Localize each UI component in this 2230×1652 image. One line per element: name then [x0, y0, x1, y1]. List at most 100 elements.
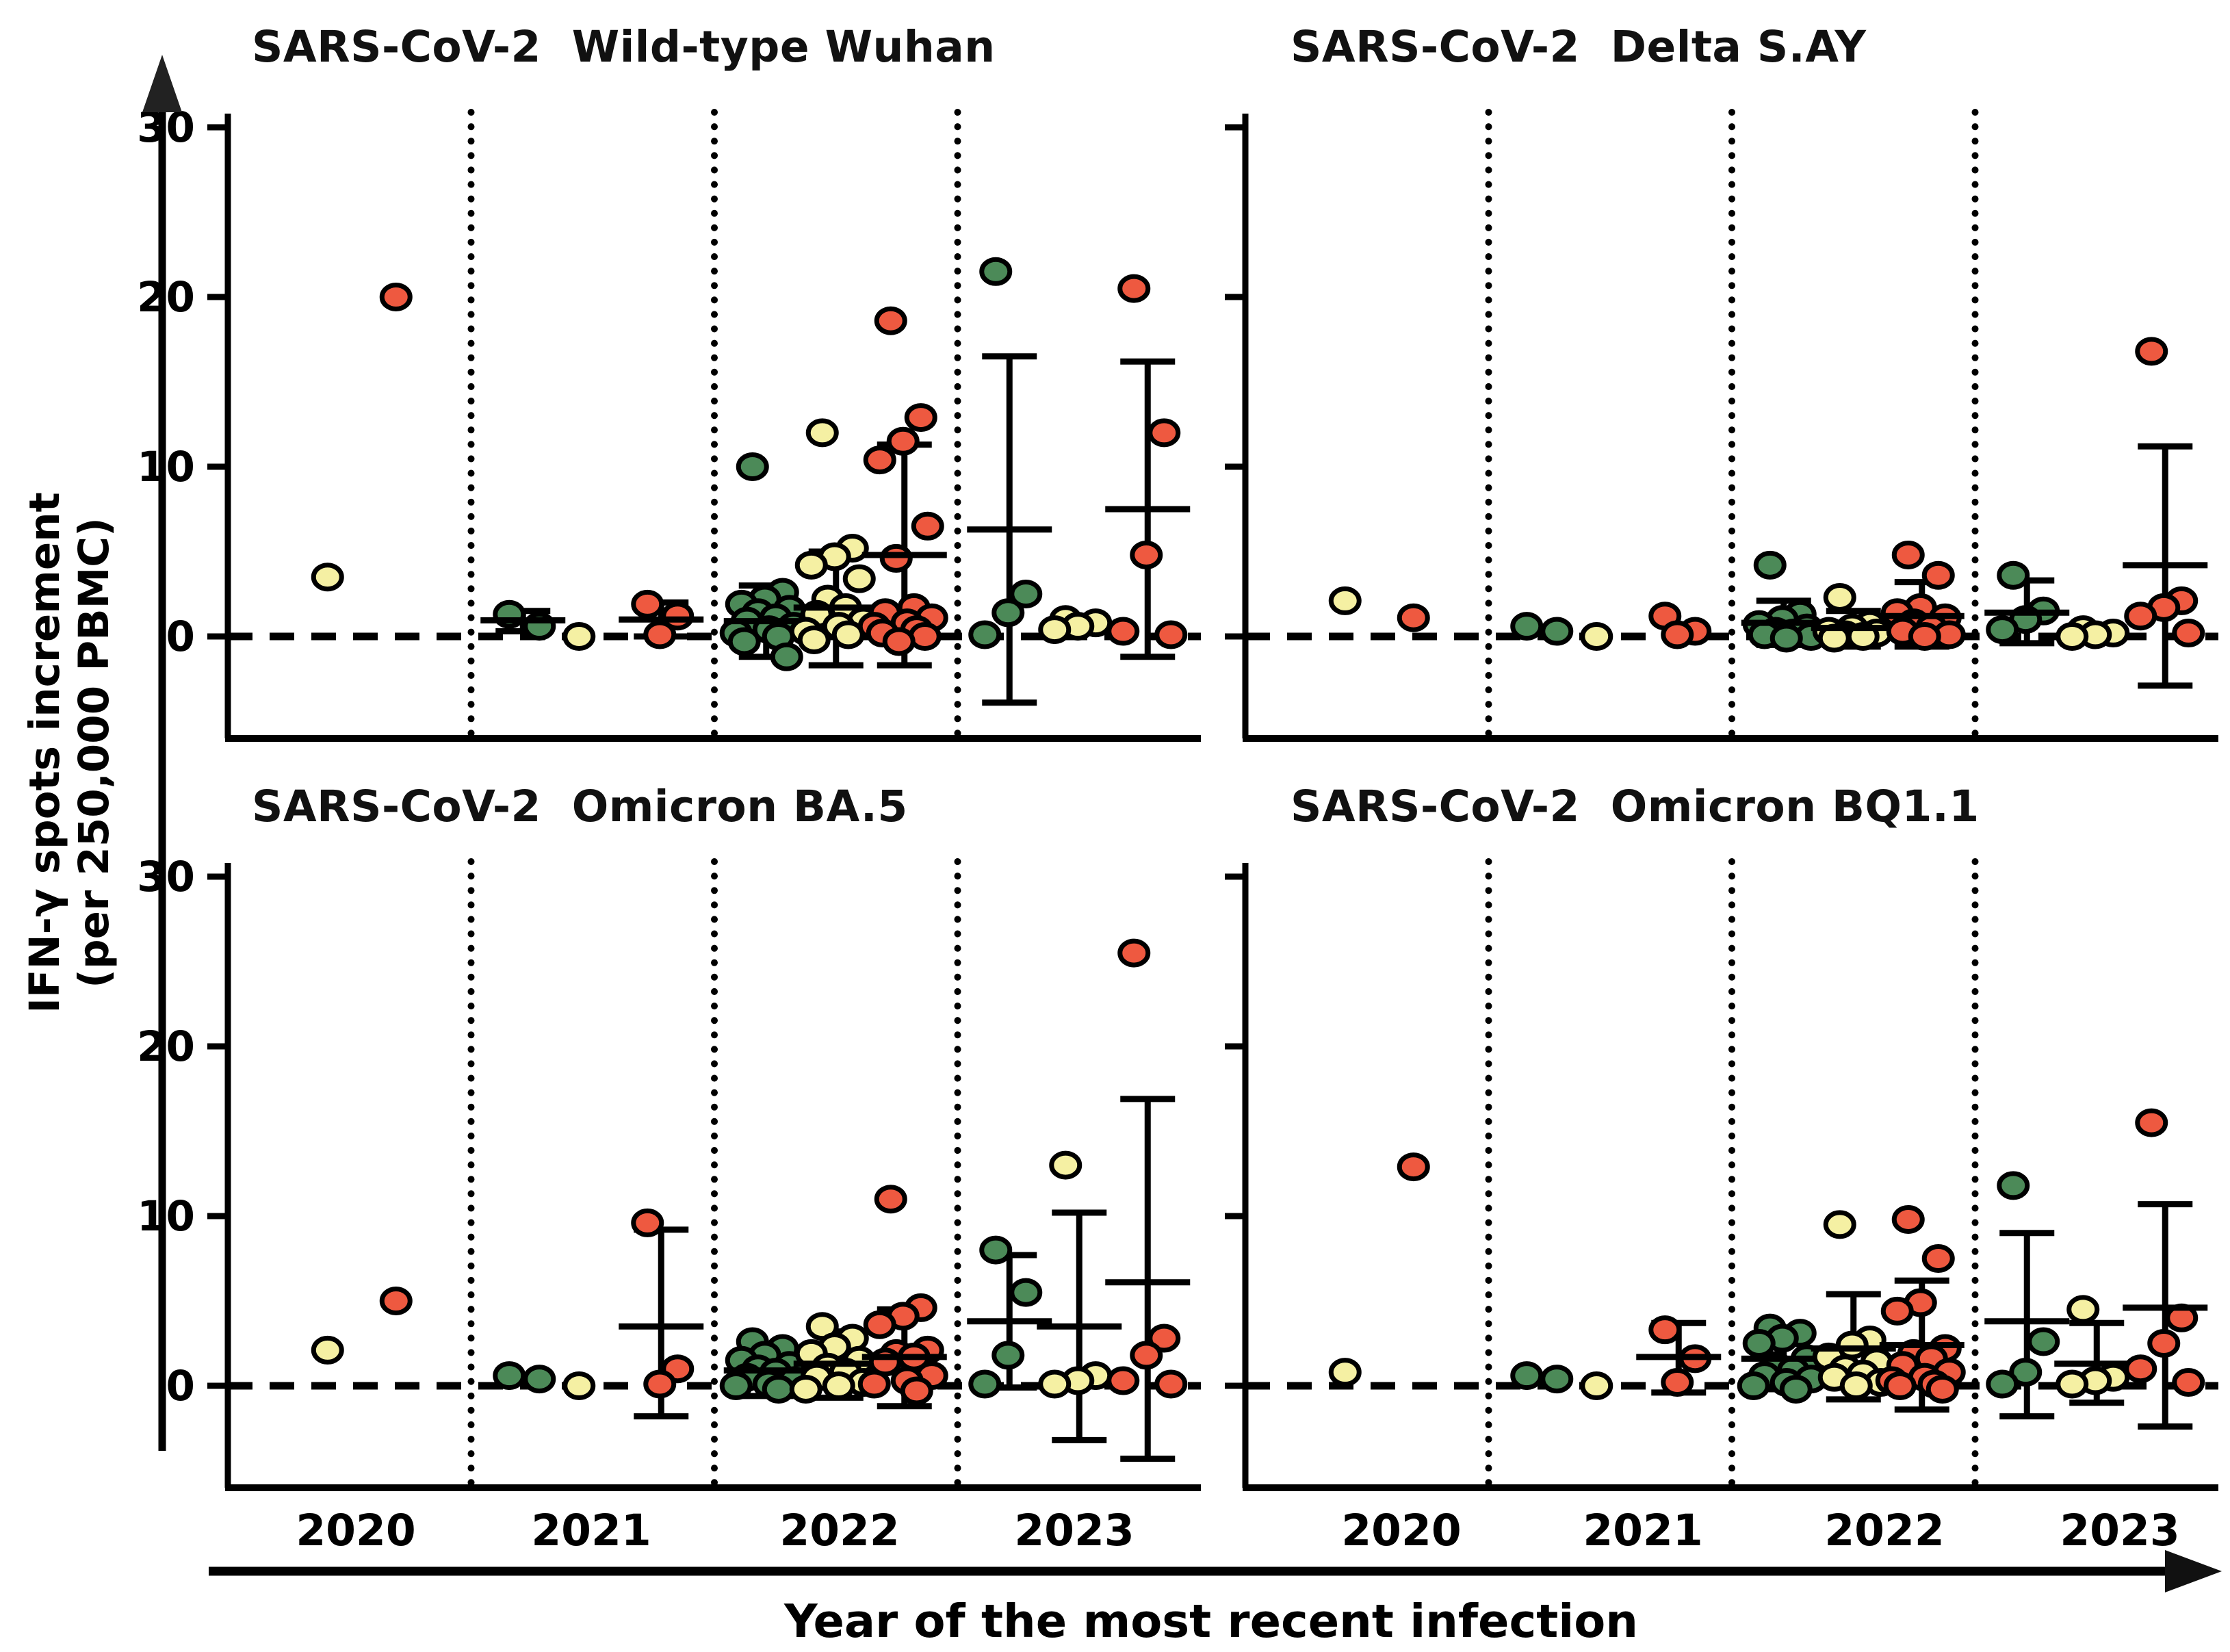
data-point [1921, 560, 1955, 590]
data-point [379, 1287, 413, 1315]
x-year-label: 2021 [531, 1506, 651, 1556]
data-point [1328, 586, 1362, 615]
data-point [979, 1235, 1013, 1265]
panel-title-delta: SARS-CoV-2 Delta S.AY [1291, 22, 1867, 72]
data-point [493, 1361, 526, 1391]
data-point [1986, 1369, 2019, 1399]
data-point [968, 620, 1002, 649]
data-point [1106, 617, 1140, 646]
x-year-label: 2022 [779, 1506, 900, 1556]
data-point [857, 1369, 891, 1399]
data-point [1997, 1171, 2030, 1200]
data-point [1580, 1371, 1613, 1400]
data-point [2172, 1368, 2205, 1397]
data-point [523, 1365, 556, 1394]
data-point [1823, 1210, 1856, 1239]
data-point [797, 625, 831, 654]
y-tick-label: 30 [137, 853, 195, 901]
x-year-label: 2022 [1824, 1506, 1945, 1556]
y-axis-title-line1: IFN-γ spots increment [21, 492, 70, 1014]
data-point [311, 1335, 344, 1365]
y-tick-label: 10 [137, 1192, 195, 1241]
data-point [1908, 622, 1941, 651]
y-tick-label: 20 [137, 273, 195, 322]
y-tick-label: 0 [166, 612, 195, 661]
data-point [886, 426, 920, 456]
data-point [2027, 1327, 2060, 1356]
data-point [631, 589, 664, 619]
data-point [1049, 1150, 1082, 1180]
y-axis-arrowhead [142, 55, 182, 112]
data-point [1880, 1296, 1914, 1326]
data-point [1117, 274, 1151, 303]
data-point [1106, 1366, 1140, 1395]
data-point [1823, 582, 1856, 612]
y-tick-label: 0 [166, 1362, 195, 1410]
data-point [805, 418, 839, 448]
data-point [991, 598, 1025, 628]
data-point [562, 622, 596, 651]
data-point [1009, 580, 1043, 608]
data-point [1397, 603, 1430, 632]
x-year-label: 2023 [1014, 1506, 1135, 1556]
data-point [1510, 612, 1544, 641]
data-point [1986, 615, 2019, 645]
y-tick-label: 20 [137, 1022, 195, 1071]
data-point [1154, 620, 1188, 649]
data-point [719, 1371, 753, 1400]
data-point [1779, 1374, 1813, 1404]
data-point [2135, 1108, 2168, 1137]
data-point [1883, 1371, 1917, 1400]
y-axis-title-line2: (per 250,000 PBMC) [70, 517, 118, 988]
data-point [562, 1371, 596, 1400]
data-point [1997, 560, 2030, 590]
data-point [979, 257, 1013, 286]
data-point [1753, 550, 1787, 580]
data-point [2147, 1329, 2181, 1358]
data-point [727, 627, 761, 656]
data-point [1540, 617, 1574, 646]
panel-title-ba5: SARS-CoV-2 Omicron BA.5 [252, 782, 908, 831]
panel-title-bq11: SARS-CoV-2 Omicron BQ1.1 [1291, 782, 1980, 831]
data-point [874, 306, 907, 335]
y-axis-title: IFN-γ spots increment (per 250,000 PBMC) [21, 492, 119, 1014]
x-year-label: 2020 [296, 1506, 416, 1556]
data-point [1397, 1152, 1430, 1182]
x-axis-arrowhead [2165, 1550, 2222, 1592]
data-point [879, 543, 913, 573]
data-point [1038, 615, 1072, 645]
data-point [863, 446, 896, 475]
data-point [842, 564, 876, 593]
x-year-label: 2021 [1583, 1506, 1703, 1556]
data-point [1130, 1341, 1163, 1370]
data-point [822, 1371, 855, 1400]
data-point [1148, 1324, 1181, 1353]
data-point [911, 511, 944, 541]
x-axis-title: Year of the most recent infection [784, 1595, 1638, 1648]
data-point [900, 1376, 933, 1406]
data-point [904, 403, 937, 433]
x-year-label: 2023 [2060, 1506, 2180, 1556]
data-point [1661, 620, 1694, 649]
data-point [1891, 1204, 1925, 1234]
data-point [643, 1369, 677, 1399]
data-point [736, 452, 769, 481]
data-point [1038, 1369, 1072, 1399]
data-point [1737, 1371, 1770, 1400]
data-point [2124, 1354, 2157, 1384]
data-point [2056, 622, 2089, 651]
data-point [311, 563, 344, 592]
data-point [1580, 622, 1613, 651]
data-point [882, 627, 916, 656]
data-point [2066, 1295, 2100, 1324]
data-point [1891, 540, 1925, 569]
data-point [2124, 602, 2157, 631]
data-point [631, 1208, 664, 1237]
data-point [1009, 1278, 1043, 1307]
data-point [789, 1374, 822, 1404]
data-point [770, 642, 803, 671]
data-point [991, 1341, 1025, 1370]
data-point [643, 620, 677, 649]
data-point [1742, 1329, 1776, 1358]
